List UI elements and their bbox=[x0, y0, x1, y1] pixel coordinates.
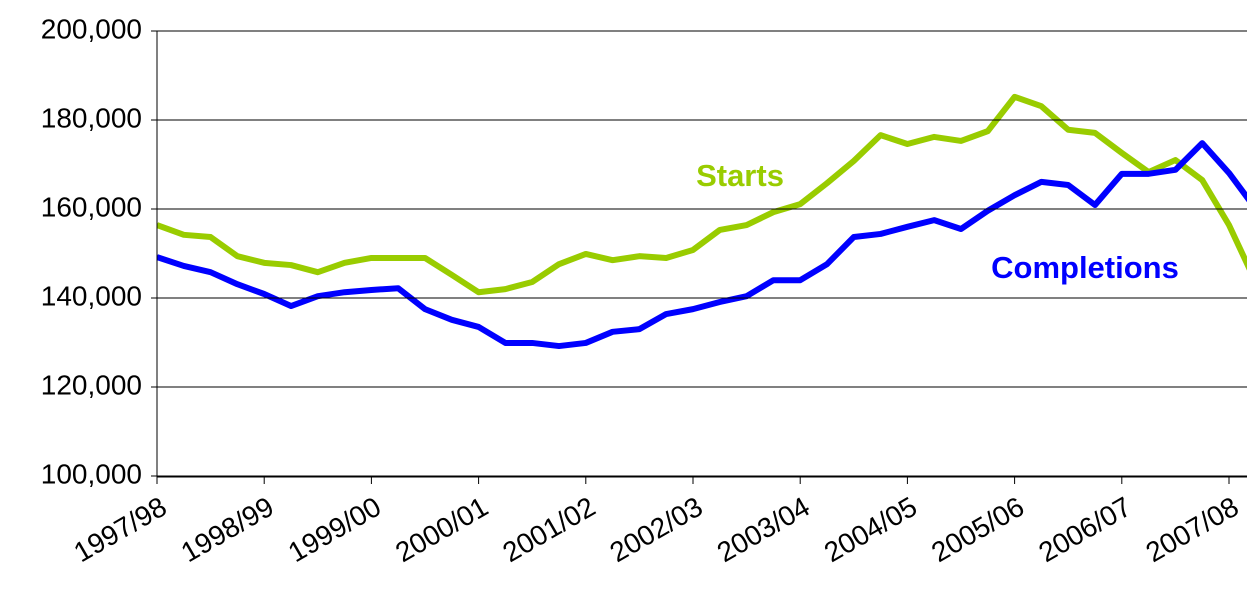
x-tick-label: 2005/06 bbox=[926, 491, 1029, 568]
y-tick-label: 100,000 bbox=[41, 458, 142, 489]
y-tick-label: 180,000 bbox=[41, 102, 142, 133]
x-tick-label: 2000/01 bbox=[390, 491, 493, 568]
x-tick-label: 2006/07 bbox=[1033, 491, 1136, 568]
series-label: Completions bbox=[991, 250, 1179, 285]
x-tick-label: 1997/98 bbox=[69, 491, 172, 568]
y-tick-label: 160,000 bbox=[41, 191, 142, 222]
y-tick-label: 140,000 bbox=[41, 280, 142, 311]
y-tick-label: 200,000 bbox=[41, 13, 142, 44]
x-tick-label: 2007/08 bbox=[1141, 491, 1244, 568]
x-tick-label: 1998/99 bbox=[176, 491, 279, 568]
x-tick-label: 2003/04 bbox=[712, 491, 815, 568]
series-label: Starts bbox=[696, 158, 784, 193]
series-line bbox=[157, 93, 1247, 296]
plot-area bbox=[157, 93, 1247, 350]
x-tick-label: 2001/02 bbox=[497, 491, 600, 568]
y-tick-label: 120,000 bbox=[41, 369, 142, 400]
series-line bbox=[157, 140, 1247, 350]
x-tick-label: 1999/00 bbox=[283, 491, 386, 568]
x-tick-label: 2002/03 bbox=[605, 491, 708, 568]
x-tick-label: 2004/05 bbox=[819, 491, 922, 568]
